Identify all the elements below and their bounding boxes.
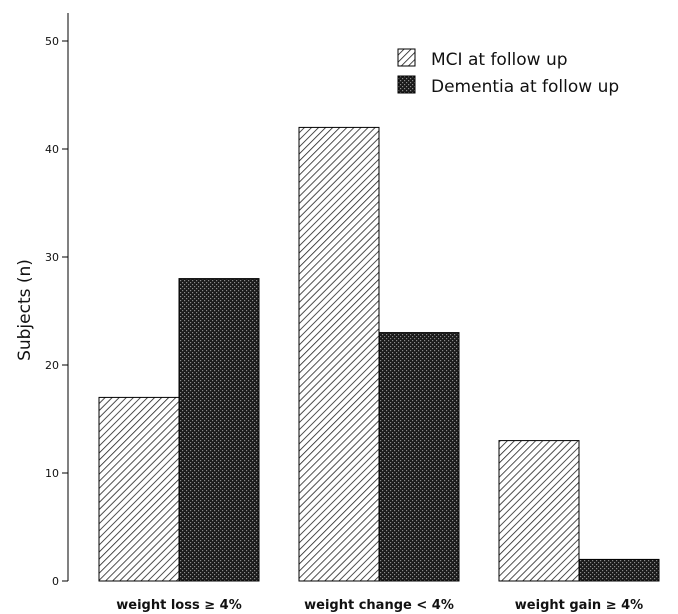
legend-label-mci: MCI at follow up (431, 50, 568, 70)
x-category-label: weight loss ≥ 4% (116, 598, 241, 613)
y-axis-ticks: 0 10 20 30 40 50 (45, 35, 68, 588)
y-tick-label: 30 (45, 251, 59, 264)
chart-legend: MCI at follow up Dementia at follow up (397, 48, 619, 97)
y-tick-label: 50 (45, 35, 59, 48)
y-tick-label: 40 (45, 143, 59, 156)
bar-mci-1 (298, 126, 380, 582)
bars-group (98, 126, 660, 582)
y-tick-label: 20 (45, 359, 59, 372)
legend-label-dementia: Dementia at follow up (431, 77, 619, 97)
x-category-label: weight change < 4% (304, 598, 454, 613)
legend-swatch-dementia (397, 75, 416, 94)
x-category-label: weight gain ≥ 4% (515, 598, 643, 613)
bar-mci-2 (498, 440, 580, 582)
legend-swatch-mci (397, 48, 416, 67)
bar-mci-0 (98, 396, 180, 582)
y-tick-label: 10 (45, 467, 59, 480)
y-axis-title: Subjects (n) (15, 259, 35, 361)
bar-dementia-2 (578, 558, 660, 582)
bar-dementia-1 (378, 332, 460, 582)
y-tick-label: 0 (52, 575, 59, 588)
x-axis-labels: weight loss ≥ 4% weight change < 4% weight… (116, 598, 643, 613)
bar-dementia-0 (178, 278, 260, 582)
